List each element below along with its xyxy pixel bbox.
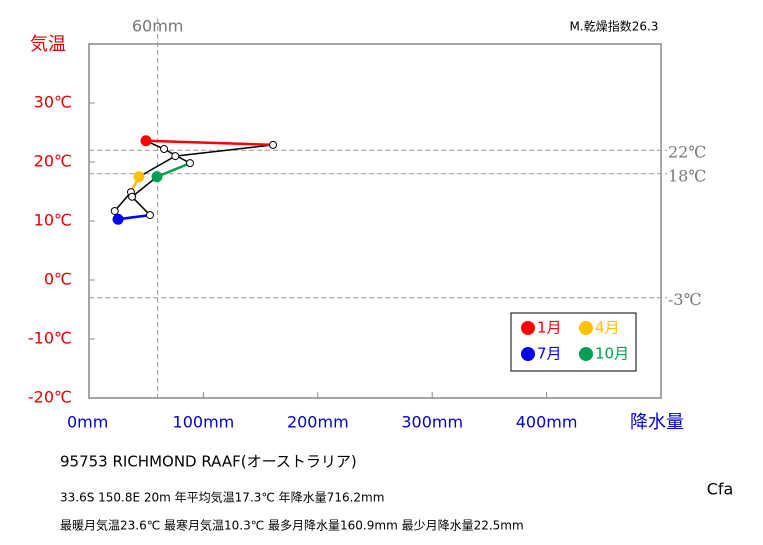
y-tick-label: 10℃ [34,211,72,230]
info-line: 33.6S 150.8E 20m 年平均気温17.3℃ 年降水量716.2mm [60,490,384,505]
x-tick-label: 400mm [516,413,578,432]
legend-swatch [521,347,535,361]
point [186,159,195,168]
x-tick-label: 200mm [287,413,349,432]
point [112,213,124,225]
y-tick-label: -10℃ [28,329,72,348]
point [151,171,163,183]
ref-label: 18℃ [668,166,706,185]
ref-label: 60mm [132,17,184,36]
point [171,152,180,161]
legend-label: 4月 [595,319,620,337]
chart-title: 95753 RICHMOND RAAF(オーストラリア) [60,453,357,471]
legend-label: 10月 [595,345,629,363]
x-tick-label: 300mm [401,413,463,432]
legend-swatch [579,347,593,361]
y-tick-label: -20℃ [28,388,72,407]
highlight-segment [145,139,274,147]
y-tick-label: 20℃ [34,152,72,171]
ref-label: -3℃ [668,290,701,309]
point [160,145,169,154]
x-tick-label: 0mm [67,413,108,432]
point [110,206,119,215]
legend-swatch [521,321,535,335]
index-label: M.乾燥指数26.3 [570,19,659,34]
climate-class: Cfa [707,480,734,499]
y-tick-label: 0℃ [44,270,72,289]
legend-swatch [579,321,593,335]
y-tick-label: 30℃ [34,93,72,112]
point [128,192,137,201]
point [133,171,145,183]
ref-label: 22℃ [668,143,706,162]
legend-label: 7月 [537,345,562,363]
x-label: 降水量 [630,412,684,433]
legend-label: 1月 [537,319,562,337]
point [145,211,154,220]
highlight-segment [156,162,191,178]
info-line: 最暖月気温23.6℃ 最寒月気温10.3℃ 最多月降水量160.9mm 最少月降… [60,518,524,533]
y-label: 気温 [30,34,66,55]
point [269,140,278,149]
x-tick-label: 100mm [173,413,235,432]
point [140,135,152,147]
